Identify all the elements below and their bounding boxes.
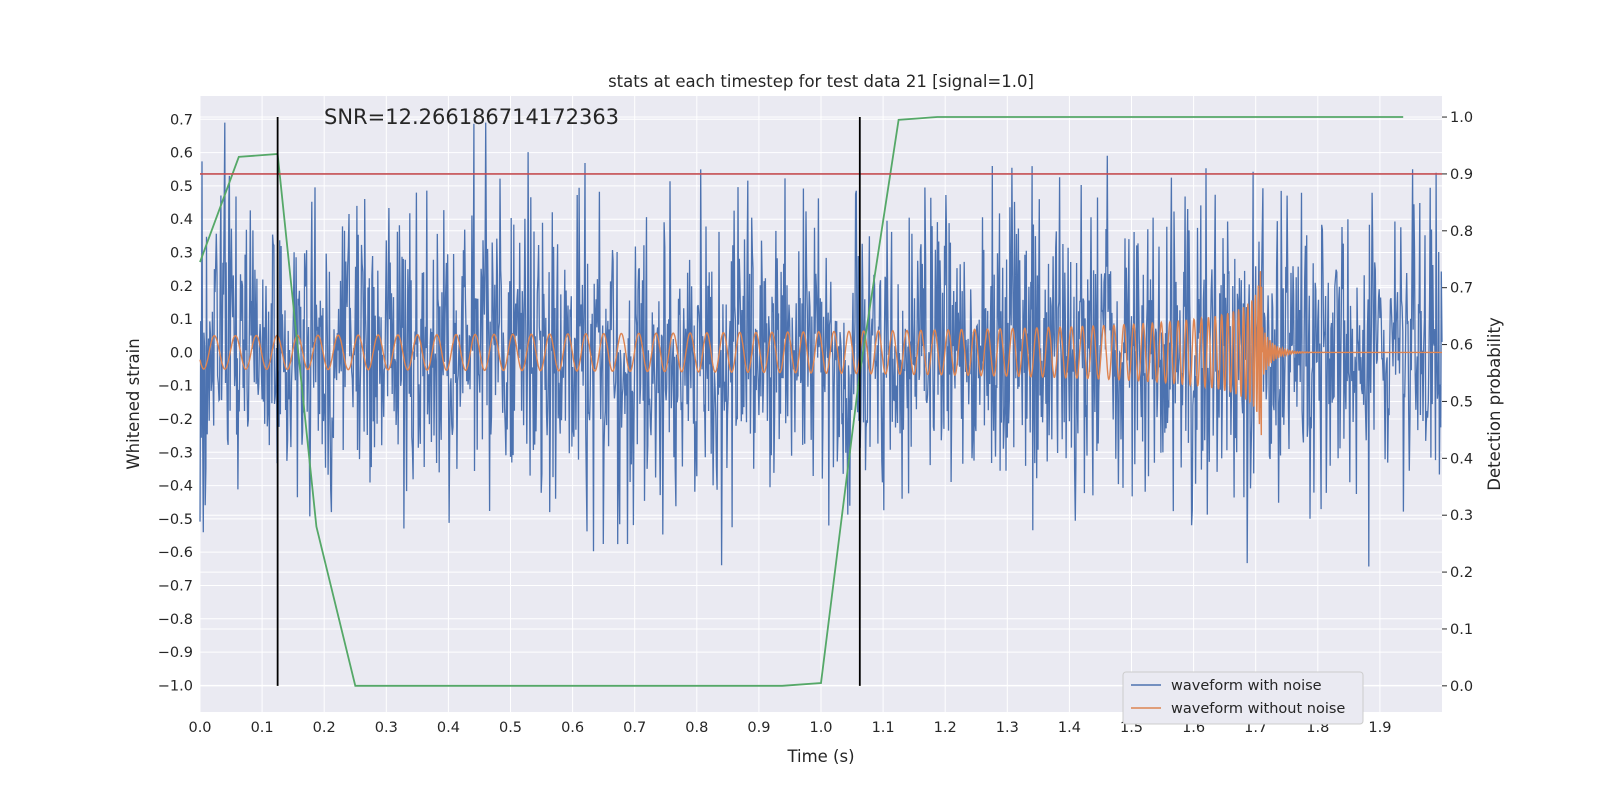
y-left-tick-label: −0.1 — [158, 379, 193, 395]
y-left-tick-label: 0.7 — [170, 112, 193, 128]
y-left-tick-label: 0.1 — [170, 312, 193, 328]
series-waveform-without-noise — [199, 271, 1442, 436]
x-tick-label: 0.5 — [499, 720, 522, 736]
y-left-tick-label: −0.3 — [158, 445, 193, 461]
y-left-tick-label: −1.0 — [158, 678, 193, 694]
x-tick-label: 0.0 — [188, 720, 211, 736]
series-waveform-with-noise — [199, 122, 1443, 567]
x-tick-label: 0.2 — [313, 720, 336, 736]
x-tick-label: 1.3 — [996, 720, 1019, 736]
x-tick-label: 0.8 — [685, 720, 708, 736]
x-tick-label: 0.3 — [375, 720, 398, 736]
x-tick-label: 0.6 — [561, 720, 584, 736]
legend: waveform with noise waveform without noi… — [1122, 671, 1364, 725]
y-right-tick-label: 0.2 — [1450, 565, 1473, 581]
plot-area — [199, 116, 1443, 687]
chart-title: stats at each timestep for test data 21 … — [608, 72, 1034, 91]
y-right-tick-label: 0.3 — [1450, 508, 1473, 524]
x-tick-label: 0.7 — [623, 720, 646, 736]
x-tick-label: 1.9 — [1368, 720, 1391, 736]
x-tick-label: 0.4 — [437, 720, 460, 736]
y-right-tick-label: 0.5 — [1450, 394, 1473, 410]
y-left-tick-label: −0.4 — [158, 479, 193, 495]
x-tick-label: 1.0 — [809, 720, 832, 736]
y-left-tick-label: −0.5 — [158, 512, 193, 528]
x-tick-label: 0.1 — [251, 720, 274, 736]
y-right-tick-label: 0.0 — [1450, 679, 1473, 695]
y-right-tick-label: 0.7 — [1450, 281, 1473, 297]
y-left-tick-label: −0.6 — [158, 545, 193, 561]
y-left-tick-label: −0.9 — [158, 645, 193, 661]
y-left-tick-label: −0.7 — [158, 578, 193, 594]
x-axis-label: Time (s) — [786, 747, 854, 766]
legend-label-clean: waveform without noise — [1171, 701, 1345, 717]
x-tick-label: 0.9 — [747, 720, 770, 736]
x-tick-label: 1.1 — [872, 720, 895, 736]
y-right-tick-label: 0.6 — [1450, 338, 1473, 354]
y-right-tick-label: 0.1 — [1450, 622, 1473, 638]
y-left-tick-label: 0.3 — [170, 245, 193, 261]
y-axis-left-label: Whitened strain — [124, 338, 143, 469]
y-left-tick-label: 0.4 — [170, 212, 193, 228]
legend-box — [1122, 671, 1364, 725]
y-left-tick-label: 0.6 — [170, 146, 193, 162]
x-tick-label: 1.4 — [1058, 720, 1081, 736]
legend-label-noise: waveform with noise — [1171, 678, 1322, 694]
y-left-tick-label: 0.2 — [170, 279, 193, 295]
y-left-tick-label: 0.5 — [170, 179, 193, 195]
y-left-tick-label: 0.0 — [170, 345, 193, 361]
y-left-tick-label: −0.2 — [158, 412, 193, 428]
y-right-tick-label: 0.4 — [1450, 451, 1473, 467]
grid — [199, 96, 1442, 712]
y-right-tick-label: 0.8 — [1450, 224, 1473, 240]
y-left-tick-label: −0.8 — [158, 612, 193, 628]
y-right-tick-label: 0.9 — [1450, 167, 1473, 183]
x-tick-label: 1.2 — [934, 720, 957, 736]
y-right-tick-label: 1.0 — [1450, 110, 1473, 126]
snr-annotation: SNR=12.266186714172363 — [324, 105, 619, 129]
y-axis-right-label: Detection probability — [1485, 317, 1504, 491]
